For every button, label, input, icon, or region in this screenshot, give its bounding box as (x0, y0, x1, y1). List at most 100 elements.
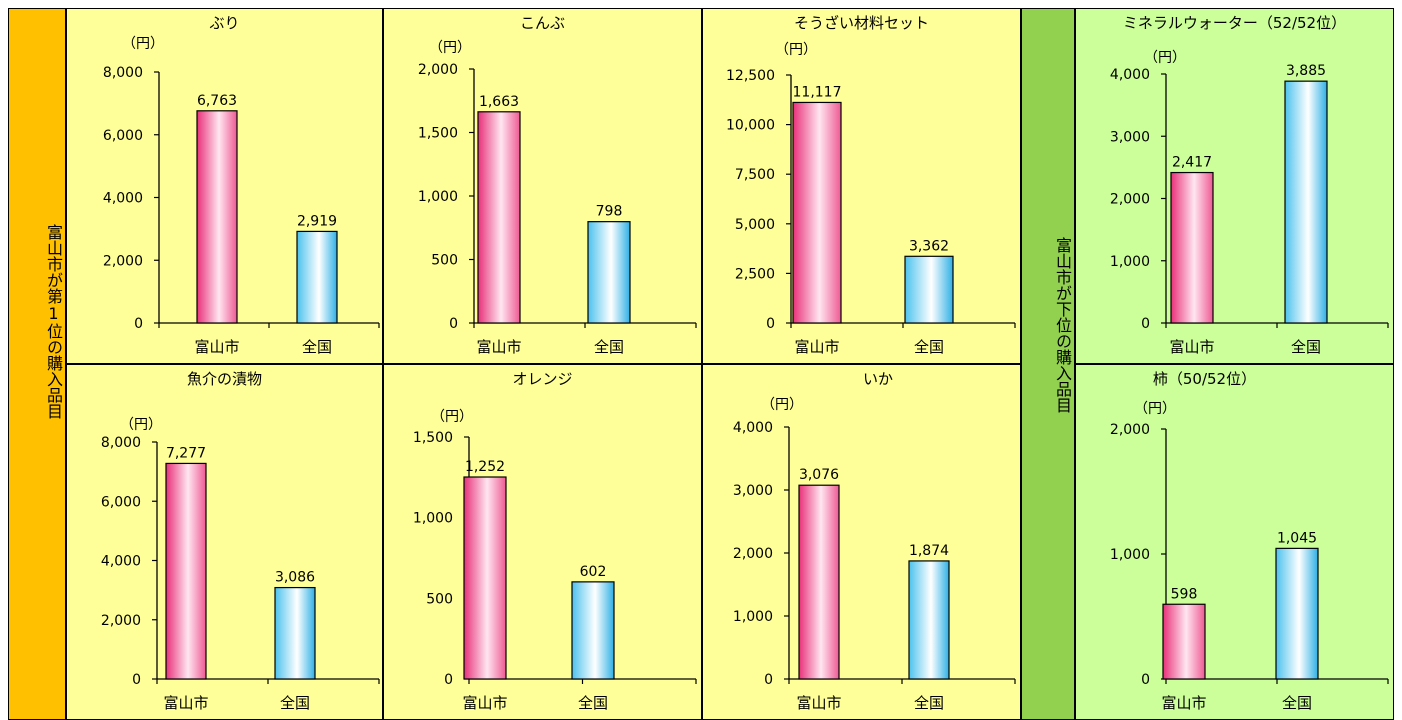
y-tick-label: 8,000 (103, 65, 143, 81)
chart-konbu: 0 500 1,000 1,500 2,000 1,663 富山市 798 全国 (418, 62, 697, 356)
chart-kaki: 0 1,000 2,000 598 富山市 1,045 全国 (1110, 422, 1389, 712)
chart-title: 魚介の漬物 (186, 370, 262, 388)
chart-title: ミネラルウォーター（52/52位） (1122, 14, 1347, 32)
y-tick-label: 8,000 (101, 435, 141, 451)
y-tick-label: 0 (132, 672, 141, 688)
chart-mineral-water: 0 1,000 2,000 3,000 4,000 2,417 富山市 3,885 全国 (1110, 63, 1389, 356)
chart-panel-gyokai: 魚介の漬物 （円） 0 2,000 4,000 6,000 8,000 7,277 富山市 3… (66, 364, 383, 720)
data-label: 2,919 (297, 213, 337, 229)
chart-panel-buri: ぶり （円） 0 2,000 4,000 6,000 8,000 6,763 富山市 2,91… (66, 8, 383, 364)
chart-title: こんぶ (519, 14, 565, 32)
bar-national (1284, 80, 1328, 324)
category-label: 全国 (280, 694, 310, 712)
category-label: 全国 (914, 338, 944, 356)
chart-panel-ika: いか （円） 0 1,000 2,000 3,000 4,000 3,076 富山市 1,87… (702, 364, 1021, 720)
data-label: 1,252 (465, 459, 505, 475)
data-label: 11,117 (793, 84, 842, 100)
bar-national (274, 586, 316, 680)
unit-label: （円） (431, 409, 473, 425)
bar-national (587, 221, 631, 324)
unit-label: （円） (761, 397, 803, 413)
bar-toyama (463, 476, 507, 680)
chart-title: 柿（50/52位） (1152, 370, 1257, 388)
chart-sozai: 0 2,500 5,000 7,500 10,000 12,500 11,117 富山市 3,3… (726, 68, 1016, 356)
top-section-strip: 富山市が第1位の購入品目 (8, 8, 66, 720)
y-tick-label: 3,000 (1110, 129, 1150, 145)
y-tick-label: 1,000 (418, 189, 458, 205)
category-label: 全国 (914, 694, 944, 712)
bar-toyama (792, 101, 842, 324)
y-tick-label: 1,000 (1110, 254, 1150, 270)
data-label: 1,045 (1277, 530, 1317, 546)
y-tick-label: 1,000 (1110, 547, 1150, 563)
data-label: 1,663 (479, 94, 519, 110)
y-tick-label: 2,000 (1110, 422, 1150, 438)
category-label: 富山市 (1161, 694, 1206, 712)
y-tick-label: 3,000 (733, 483, 773, 499)
category-label: 富山市 (476, 338, 521, 356)
y-tick-label: 0 (134, 316, 143, 332)
y-tick-label: 0 (444, 672, 453, 688)
bar-toyama (165, 462, 207, 680)
chart-panel-konbu: こんぶ （円） 0 500 1,000 1,500 2,000 1,663 富山市 798 全国 (383, 8, 702, 364)
data-label: 7,277 (166, 445, 206, 461)
chart-title: いか (863, 370, 894, 388)
y-tick-label: 6,000 (103, 128, 143, 144)
chart-buri: 0 2,000 4,000 6,000 8,000 6,763 富山市 2,919 全国 (103, 65, 380, 356)
y-tick-label: 2,000 (1110, 192, 1150, 208)
data-label: 3,076 (799, 467, 839, 483)
bar-toyama (196, 110, 238, 324)
category-label: 富山市 (163, 694, 208, 712)
y-tick-label: 2,000 (418, 62, 458, 78)
y-tick-label: 1,000 (413, 511, 453, 527)
y-tick-label: 6,000 (101, 494, 141, 510)
y-tick-label: 4,000 (101, 554, 141, 570)
y-tick-label: 1,500 (413, 430, 453, 446)
chart-orange: 0 500 1,000 1,500 1,252 富山市 602 全国 (413, 430, 697, 712)
data-label: 598 (1171, 586, 1198, 602)
y-tick-label: 2,000 (101, 613, 141, 629)
chart-panel-sozai: そうざい材料セット （円） 0 2,500 5,000 7,500 10,000 12,5… (702, 8, 1021, 364)
y-tick-label: 1,500 (418, 126, 458, 142)
top-section-label: 富山市が第1位の購入品目 (44, 224, 63, 419)
data-label: 798 (596, 204, 623, 220)
category-label: 富山市 (796, 694, 841, 712)
chart-ika: 0 1,000 2,000 3,000 4,000 3,076 富山市 1,874 全国 (733, 420, 1016, 712)
bar-toyama (798, 484, 840, 680)
data-label: 3,086 (275, 570, 315, 586)
bar-national (571, 581, 615, 680)
category-label: 全国 (594, 338, 624, 356)
chart-panel-mineral-water: ミネラルウォーター（52/52位） （円） 0 1,000 2,000 3,000 4,… (1075, 8, 1394, 364)
y-tick-label: 0 (1141, 316, 1150, 332)
chart-title: ぶり (209, 14, 240, 32)
bar-toyama (1170, 171, 1214, 324)
category-label: 富山市 (1169, 338, 1214, 356)
bar-toyama (1162, 603, 1206, 680)
data-label: 3,885 (1286, 63, 1326, 79)
chart-gyokai: 0 2,000 4,000 6,000 8,000 7,277 富山市 3,086 全国 (101, 435, 380, 712)
category-label: 富山市 (194, 338, 239, 356)
category-label: 全国 (1282, 694, 1312, 712)
y-tick-label: 4,000 (1110, 67, 1150, 83)
y-tick-label: 4,000 (103, 191, 143, 207)
category-label: 富山市 (794, 338, 839, 356)
y-tick-label: 1,000 (733, 609, 773, 625)
bottom-section-label: 富山市が下位の購入品目 (1053, 237, 1072, 413)
category-label: 全国 (1291, 338, 1321, 356)
chart-panel-orange: オレンジ （円） 0 500 1,000 1,500 1,252 富山市 602 全国 (383, 364, 702, 720)
data-label: 3,362 (909, 238, 949, 254)
y-tick-label: 12,500 (726, 68, 775, 84)
y-tick-label: 2,000 (733, 546, 773, 562)
chart-title: そうざい材料セット (793, 14, 929, 32)
y-tick-label: 500 (426, 591, 453, 607)
chart-title: オレンジ (512, 370, 573, 388)
data-label: 1,874 (909, 543, 949, 559)
y-tick-label: 0 (766, 316, 775, 332)
bar-national (908, 560, 950, 680)
y-tick-label: 0 (1141, 672, 1150, 688)
unit-label: （円） (120, 417, 162, 433)
unit-label: （円） (1134, 401, 1176, 417)
data-label: 602 (580, 564, 607, 580)
y-tick-label: 500 (431, 253, 458, 269)
bar-national (1275, 547, 1319, 680)
